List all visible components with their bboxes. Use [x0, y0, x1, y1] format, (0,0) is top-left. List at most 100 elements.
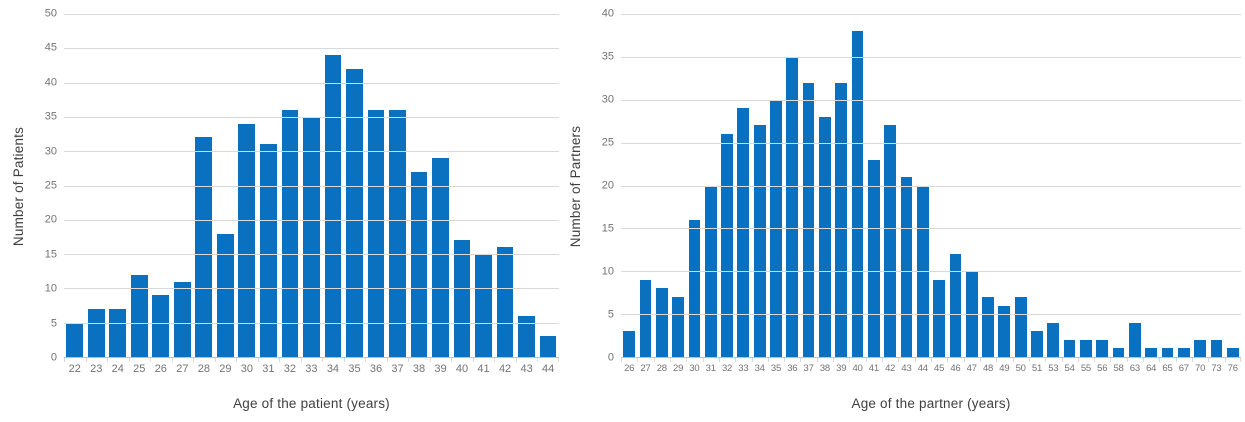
x-tick-label-37: 37: [391, 363, 404, 375]
x-tick-label-35: 35: [770, 363, 782, 374]
partners-x-axis-title: Age of the partner (years): [851, 395, 1011, 411]
x-tick-label-44: 44: [541, 363, 555, 375]
x-axis-tickmark: [963, 358, 965, 362]
x-axis-tickmark: [171, 358, 173, 362]
bar-age-40: [851, 31, 864, 357]
x-axis-tickmark: [816, 358, 818, 362]
x-axis-tickmark: [150, 358, 152, 362]
bar-age-27: [173, 281, 191, 357]
bar-age-38: [819, 116, 831, 357]
bar-slot: [735, 14, 751, 357]
x-axis-tickmark: [784, 358, 786, 362]
x-tick-label-26: 26: [624, 363, 635, 374]
y-tick-label-20: 20: [601, 179, 614, 192]
x-tick-label-39: 39: [434, 363, 447, 375]
x-axis-tickmark: [865, 358, 867, 362]
x-tick-label-63: 63: [1129, 363, 1140, 374]
y-tick-label-10: 10: [601, 265, 614, 278]
bar-slot: [279, 14, 301, 357]
bar-slot: [215, 14, 237, 357]
x-tick-label-31: 31: [262, 363, 275, 375]
x-axis-tickmark: [300, 358, 302, 362]
y-tick-label-0: 0: [607, 351, 614, 364]
bar-age-22: [66, 322, 84, 357]
y-tick-label-45: 45: [44, 41, 57, 54]
bar-age-67: [1177, 348, 1190, 357]
y-tick-label-50: 50: [44, 7, 57, 20]
x-tick-label-22: 22: [68, 363, 81, 375]
patients-plot-area: [64, 14, 559, 362]
x-tick-label-28: 28: [197, 363, 210, 375]
x-axis-tickmark: [107, 358, 109, 362]
bar-age-42: [496, 247, 514, 357]
bar-slot: [430, 14, 452, 357]
x-axis-tickmark: [1012, 358, 1014, 362]
bar-slot: [686, 14, 702, 357]
x-axis-tickmark: [365, 358, 367, 362]
bar-age-43: [518, 315, 535, 357]
x-axis-tickmark: [849, 358, 851, 362]
x-axis-tickmark: [322, 358, 324, 362]
x-tick-label-23: 23: [90, 363, 103, 375]
x-axis-tickmark: [914, 358, 916, 362]
x-tick-label-27: 27: [176, 363, 189, 375]
x-axis-tickmark: [64, 358, 65, 362]
x-tick-label-33: 33: [738, 363, 749, 374]
x-tick-label-50: 50: [1015, 363, 1026, 374]
x-axis-tickmark: [1143, 358, 1145, 362]
x-axis-tickmark: [1028, 358, 1030, 362]
bar-slot: [258, 14, 280, 357]
y-tick-label-5: 5: [607, 308, 614, 321]
bar-slot: [1061, 14, 1077, 357]
x-axis-tickmark: [735, 358, 737, 362]
bar-slot: [768, 14, 784, 357]
bar-age-26: [152, 295, 170, 357]
bar-age-38: [410, 171, 428, 357]
bar-slot: [1225, 14, 1241, 357]
x-tick-label-65: 65: [1162, 363, 1173, 374]
bar-age-39: [835, 82, 848, 357]
bar-age-27: [639, 279, 652, 357]
bar-age-31: [704, 185, 717, 357]
bar-age-73: [1210, 339, 1223, 357]
x-axis-tickmark: [800, 358, 802, 362]
x-tick-label-31: 31: [705, 363, 716, 374]
x-axis-tickmark: [128, 358, 130, 362]
x-axis-tickmark: [537, 358, 539, 362]
bar-age-41: [475, 254, 492, 357]
y-tick-label-30: 30: [44, 145, 57, 158]
bar-age-24: [109, 308, 127, 357]
x-tick-label-67: 67: [1178, 363, 1189, 374]
bar-age-32: [281, 110, 299, 357]
bar-age-49: [998, 305, 1011, 357]
bar-slot: [882, 14, 898, 357]
x-tick-label-43: 43: [520, 363, 533, 375]
x-tick-label-30: 30: [689, 363, 700, 374]
bar-age-23: [87, 308, 105, 357]
bar-age-37: [802, 82, 815, 357]
x-tick-label-41: 41: [477, 363, 490, 375]
bar-age-31: [260, 144, 277, 357]
bar-slot: [473, 14, 495, 357]
x-axis-tickmark: [947, 358, 949, 362]
bar-age-37: [389, 110, 406, 357]
x-tick-label-39: 39: [836, 363, 847, 374]
bar-slot: [1159, 14, 1175, 357]
bar-slot: [537, 14, 559, 357]
bar-age-41: [867, 159, 880, 357]
x-tick-label-38: 38: [819, 363, 830, 374]
bar-slot: [947, 14, 963, 357]
bar-slot: [898, 14, 914, 357]
bar-slot: [387, 14, 409, 357]
x-axis-tickmark: [236, 358, 238, 362]
bar-slot: [107, 14, 129, 357]
x-axis-tickmark: [1175, 358, 1177, 362]
x-tick-label-32: 32: [721, 363, 733, 374]
x-axis-tickmark: [279, 358, 281, 362]
bar-slot: [365, 14, 387, 357]
bar-age-50: [1014, 296, 1027, 357]
bar-age-35: [770, 99, 782, 357]
y-tick-label-25: 25: [44, 179, 57, 192]
x-tick-label-55: 55: [1080, 363, 1091, 374]
x-tick-label-40: 40: [455, 363, 469, 375]
